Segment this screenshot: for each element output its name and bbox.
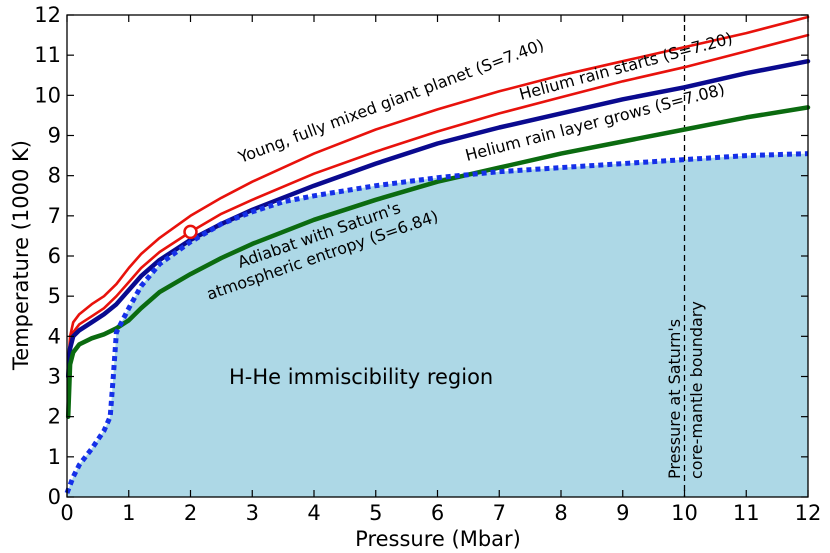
annotation-core-2: core-mantle boundary — [687, 301, 706, 479]
series-line-0 — [66, 15, 810, 366]
x-tick-label-6: 6 — [431, 501, 444, 525]
x-tick-label-9: 9 — [616, 501, 629, 525]
immiscibility-fill — [67, 153, 808, 497]
y-tick-label-3: 3 — [48, 365, 61, 389]
y-tick-label-5: 5 — [48, 284, 61, 308]
x-tick-label-12: 12 — [795, 501, 822, 525]
x-tick-label-1: 1 — [122, 501, 135, 525]
x-tick-label-3: 3 — [246, 501, 259, 525]
immiscibility-boundary-line — [64, 151, 809, 494]
y-tick-label-11: 11 — [34, 43, 61, 67]
y-tick-label-7: 7 — [48, 204, 61, 228]
x-tick-label-11: 11 — [733, 501, 760, 525]
y-tick-label-1: 1 — [48, 445, 61, 469]
immiscibility-region — [67, 153, 808, 497]
y-axis-label: Temperature (1000 K) — [9, 140, 33, 371]
immiscibility-boundary — [64, 151, 809, 494]
series-line-1 — [66, 33, 810, 374]
y-tick-label-8: 8 — [48, 164, 61, 188]
x-tick-label-4: 4 — [307, 501, 320, 525]
marker — [183, 224, 198, 240]
x-tick-label-7: 7 — [493, 501, 506, 525]
x-tick-label-2: 2 — [184, 501, 197, 525]
series-line-3 — [65, 105, 811, 419]
annotation-region: H-He immiscibility region — [229, 365, 493, 389]
y-tick-label-12: 12 — [34, 3, 61, 27]
x-tick-label-10: 10 — [671, 501, 698, 525]
x-tick-label-5: 5 — [369, 501, 382, 525]
y-tick-label-0: 0 — [48, 485, 61, 509]
y-tick-label-4: 4 — [48, 324, 61, 348]
x-tick-label-8: 8 — [554, 501, 567, 525]
x-tick-label-0: 0 — [60, 501, 73, 525]
y-tick-label-6: 6 — [48, 244, 61, 268]
marker-point — [183, 224, 198, 240]
x-axis-label: Pressure (Mbar) — [355, 527, 521, 551]
y-tick-label-10: 10 — [34, 83, 61, 107]
y-tick-label-2: 2 — [48, 405, 61, 429]
y-tick-label-9: 9 — [48, 124, 61, 148]
annotation-core-1: Pressure at Saturn's — [665, 319, 684, 479]
